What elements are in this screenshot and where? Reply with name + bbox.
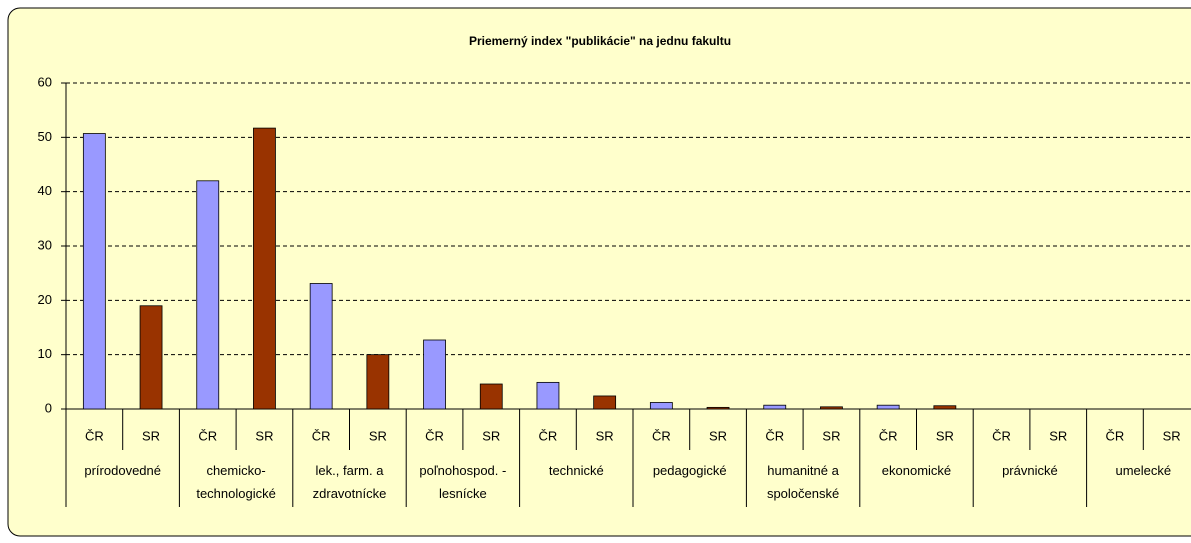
x-tick-label: umelecké [1115, 463, 1172, 478]
sub-category-label: ČR [539, 428, 558, 443]
bar [366, 354, 390, 410]
x-tick-label: humanitné a spoločenské [766, 463, 840, 501]
sub-category-label: ČR [1106, 428, 1125, 443]
sub-category-label: ČR [425, 428, 444, 443]
x-tick-label: chemicko-technologické [196, 463, 276, 501]
x-tick-label: poľnohospod. - lesnícke [419, 463, 507, 501]
bar [536, 381, 560, 410]
x-tick-label: právnické [1002, 463, 1058, 478]
x-tick-label: ekonomické [881, 463, 952, 478]
y-tick-label: 0 [45, 400, 52, 415]
bar [593, 395, 617, 410]
x-tick-label: prírodovedné [84, 463, 161, 478]
sub-category-label: ČR [765, 428, 784, 443]
sub-category-label: ČR [652, 428, 671, 443]
bar [309, 283, 333, 410]
sub-category-label: ČR [85, 428, 104, 443]
sub-category-label: SR [142, 428, 160, 443]
y-tick-label: 20 [38, 292, 52, 307]
bar [649, 402, 673, 410]
chart-title: Priemerný index "publikácie" na jednu fa… [469, 34, 731, 48]
sub-category-label: ČR [198, 428, 217, 443]
sub-category-label: ČR [879, 428, 898, 443]
sub-category-label: SR [255, 428, 273, 443]
bar [139, 305, 163, 410]
bar [876, 404, 900, 410]
bar [82, 133, 106, 410]
y-tick-label: 40 [38, 183, 52, 198]
x-tick-label: technické [548, 463, 604, 478]
sub-category-label: SR [936, 428, 954, 443]
bar [423, 339, 446, 410]
bar [763, 404, 787, 410]
chart-area [7, 7, 1191, 537]
sub-category-label: SR [482, 428, 500, 443]
sub-category-label: SR [596, 428, 614, 443]
sub-category-label: SR [822, 428, 840, 443]
sub-category-label: SR [369, 428, 387, 443]
bar [820, 406, 843, 410]
y-tick-label: 30 [38, 237, 52, 252]
sub-category-label: SR [709, 428, 727, 443]
y-tick-label: 10 [38, 346, 52, 361]
sub-category-label: ČR [312, 428, 331, 443]
y-tick-label: 60 [38, 74, 52, 89]
x-tick-label: lek., farm. a zdravotnícke [312, 463, 387, 501]
bar [933, 405, 957, 410]
sub-category-label: SR [1049, 428, 1067, 443]
y-tick-label: 50 [38, 129, 52, 144]
sub-category-label: ČR [992, 428, 1011, 443]
bar [196, 180, 220, 410]
bar [706, 406, 730, 410]
bar [479, 383, 503, 410]
bar [253, 127, 276, 410]
sub-category-label: SR [1163, 428, 1181, 443]
x-tick-label: pedagogické [652, 463, 727, 478]
